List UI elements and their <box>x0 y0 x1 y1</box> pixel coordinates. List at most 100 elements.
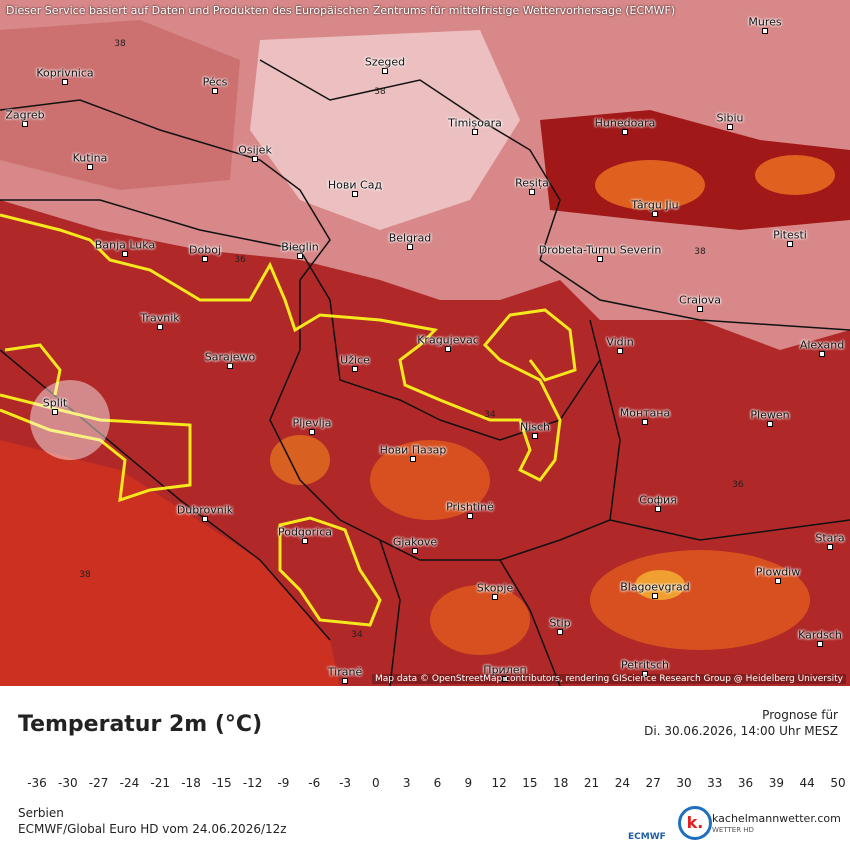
city-dot <box>410 456 416 462</box>
city-label: Zagreb <box>5 108 45 122</box>
city-dot <box>22 121 28 127</box>
legend-panel: Temperatur 2m (°C) Prognose für Di. 30.0… <box>0 686 850 852</box>
city-label: Târgu Jiu <box>631 198 679 212</box>
colorbar-tick-label: 9 <box>464 776 473 790</box>
city-dot <box>652 593 658 599</box>
contour-label: 34 <box>351 630 363 640</box>
city-label: Kutina <box>72 151 108 165</box>
contour-label: 38 <box>374 87 386 97</box>
city-dot <box>697 306 703 312</box>
city-dot <box>819 351 825 357</box>
city-dot <box>342 678 348 684</box>
city-dot <box>727 124 733 130</box>
colorbar-tick-label: -30 <box>57 776 78 790</box>
colorbar-tick-label: 33 <box>707 776 723 790</box>
city-dot <box>212 88 218 94</box>
city-dot <box>352 366 358 372</box>
site-sub: WETTER HD <box>712 826 754 834</box>
region: Serbien <box>18 806 64 820</box>
city-dot <box>227 363 233 369</box>
city-label: Нови Сад <box>327 178 383 192</box>
site-name[interactable]: kachelmannwetter.com <box>712 812 841 825</box>
colorbar-tick-label: -27 <box>88 776 109 790</box>
colorbar-tick-label: -12 <box>242 776 263 790</box>
city-dot <box>62 79 68 85</box>
city-dot <box>412 548 418 554</box>
city-label: Pitesti <box>773 228 807 242</box>
city-label: Hunedoara <box>594 116 656 130</box>
city-label: Drobeta-Turnu Severin <box>538 243 662 257</box>
city-dot <box>529 189 535 195</box>
city-label: Doboj <box>189 243 221 257</box>
contour-label: 36 <box>234 255 246 265</box>
city-label: Craiova <box>679 293 721 307</box>
city-dot <box>52 409 58 415</box>
notice: Dieser Service basiert auf Daten und Pro… <box>6 4 676 17</box>
contour-label: 34 <box>484 410 496 420</box>
city-dot <box>302 538 308 544</box>
colorbar-tick-label: 6 <box>433 776 442 790</box>
colorbar-tick-label: -36 <box>27 776 47 790</box>
colorbar-tick-label: 39 <box>768 776 785 790</box>
city-dot <box>472 129 478 135</box>
city-dot <box>622 129 628 135</box>
city-label: Plewen <box>750 408 790 422</box>
attribution: Map data © OpenStreetMap contributors, r… <box>372 674 846 684</box>
city-label: Szeged <box>364 55 406 69</box>
colorbar-tick-label: 36 <box>737 776 754 790</box>
city-dot <box>787 241 793 247</box>
legend-title: Temperatur 2m (°C) <box>18 712 263 737</box>
colorbar-tick-label: -15 <box>212 776 232 790</box>
city-dot <box>617 348 623 354</box>
model-run: ECMWF/Global Euro HD vom 24.06.2026/12z <box>18 822 287 836</box>
city-label: Stip <box>549 616 571 630</box>
city-dot <box>652 211 658 217</box>
city-dot <box>445 346 451 352</box>
city-label: Belgrad <box>388 231 432 245</box>
city-label: София <box>639 493 677 507</box>
city-label: Tiranë <box>327 665 363 679</box>
city-label: Bieglin <box>281 240 319 254</box>
city-label: Užice <box>340 353 370 367</box>
city-label: Petritsch <box>621 658 669 672</box>
colorbar-tick-label: -6 <box>308 776 321 790</box>
city-label: Nisch <box>519 420 551 434</box>
city-dot <box>252 156 258 162</box>
contour-label: 38 <box>79 570 91 580</box>
colorbar-tick-label: -9 <box>277 776 290 790</box>
city-label: Sarajewo <box>204 350 256 364</box>
city-label: Vidin <box>606 335 634 349</box>
city-dot <box>642 671 648 677</box>
city-dot <box>157 324 163 330</box>
contour-label: 36 <box>732 480 744 490</box>
city-label: Pécs <box>202 75 228 89</box>
city-label: Prishtinë <box>446 500 494 514</box>
city-dot <box>817 641 823 647</box>
colorbar-tick-label: 21 <box>583 776 600 790</box>
contour-label: 38 <box>114 39 126 49</box>
city-label: Sibiu <box>716 111 744 125</box>
city-label: Kardsch <box>798 628 842 642</box>
city-dot <box>309 429 315 435</box>
city-dot <box>202 256 208 262</box>
k-logo: k. <box>678 806 712 840</box>
city-dot <box>352 191 358 197</box>
colorbar-tick-label: 3 <box>402 776 411 790</box>
city-label: Skopje <box>476 581 514 595</box>
colorbar-tick-label: 50 <box>830 776 846 790</box>
city-label: Dubrovnik <box>176 503 234 517</box>
city-label: Alexand <box>799 338 845 352</box>
city-label: Stara <box>815 531 845 545</box>
city-label: Split <box>42 396 68 410</box>
city-label: Blagoevgrad <box>620 580 690 594</box>
city-label: Kragujevac <box>417 333 479 347</box>
city-dot <box>202 516 208 522</box>
city-label: Mures <box>748 15 782 29</box>
colorbar-tick-label: -21 <box>150 776 171 790</box>
city-label: Podgorica <box>277 525 333 539</box>
city-label: Koprivnica <box>36 66 94 80</box>
city-dot <box>407 244 413 250</box>
city-label: Plowdiw <box>755 565 801 579</box>
colorbar-tick-label: 12 <box>491 776 507 790</box>
colorbar-tick-label: 27 <box>645 776 661 790</box>
